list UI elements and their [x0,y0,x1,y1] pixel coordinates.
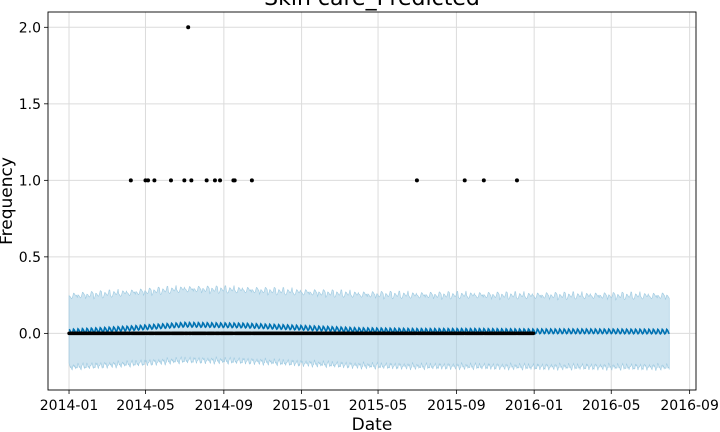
y-tick-label-1: 0.5 [19,250,41,266]
y-tick-label-4: 2.0 [19,20,41,36]
y-axis-title: Frequency [0,157,17,245]
x-tick-label-3: 2015-01 [272,398,331,414]
observed-point-nonzero-16 [481,178,486,183]
observed-point-nonzero-17 [514,178,519,183]
observed-point [531,331,536,336]
observed-points-layer [67,25,536,336]
x-tick-labels: 2014-01 2014-05 2014-09 2015-01 2015-05 2015-… [40,390,719,414]
y-tick-labels: 0.0 0.5 1.0 1.5 2.0 [19,20,48,342]
observed-point-nonzero-6 [186,25,191,30]
observed-point-nonzero-14 [414,178,419,183]
uncertainty-band-layer [68,285,670,371]
uncertainty-band [68,285,670,371]
chart-title: Skin care_Predicted [264,0,480,11]
observed-point-nonzero-12 [232,178,237,183]
forecast-line [68,320,670,335]
forecast-line-layer [68,320,670,335]
plot-frame [47,11,697,391]
observed-point-nonzero-13 [249,178,254,183]
x-tick-label-0: 2014-01 [40,398,99,414]
observed-point-nonzero-3 [152,178,157,183]
observed-point-nonzero-8 [204,178,209,183]
observed-point-nonzero-10 [218,178,223,183]
x-tick-label-2: 2014-09 [195,398,254,414]
x-axis-title: Date [352,415,393,432]
x-tick-label-4: 2015-05 [349,398,408,414]
observed-point-nonzero-2 [146,178,151,183]
x-tick-label-8: 2016-09 [660,398,719,414]
observed-point-nonzero-4 [168,178,173,183]
x-tick-label-6: 2016-01 [505,398,564,414]
observed-point-nonzero-0 [128,178,133,183]
y-tick-label-3: 1.5 [19,97,41,113]
observed-point-nonzero-15 [462,178,467,183]
x-tick-label-5: 2015-09 [427,398,486,414]
y-tick-label-2: 1.0 [19,173,41,189]
x-tick-label-7: 2016-05 [582,398,641,414]
observed-point-nonzero-7 [189,178,194,183]
observed-point-nonzero-5 [182,178,187,183]
x-tick-label-1: 2014-05 [116,398,175,414]
observed-point-nonzero-9 [212,178,217,183]
y-tick-label-0: 0.0 [19,326,41,342]
